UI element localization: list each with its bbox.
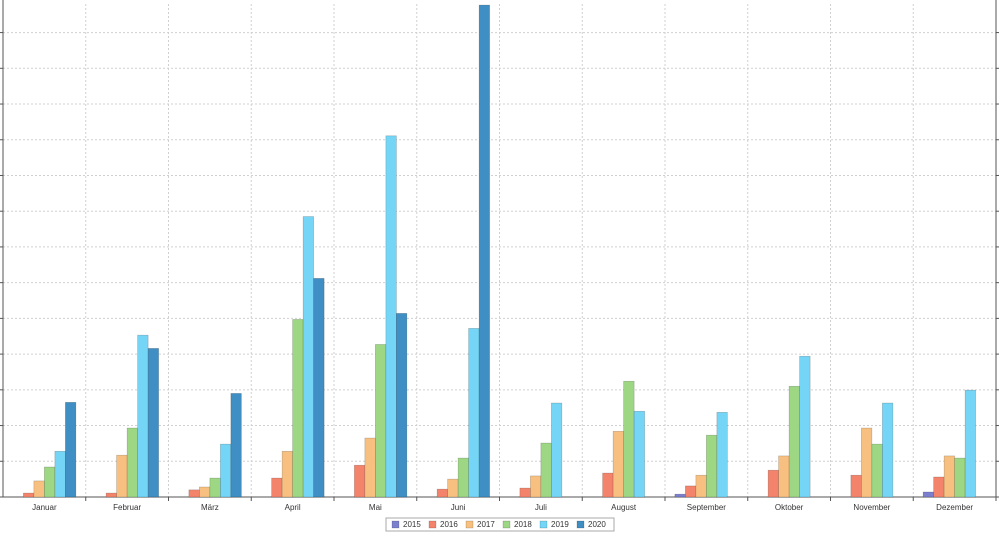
legend-swatch (502, 520, 511, 529)
bar (850, 474, 862, 498)
bar (778, 455, 790, 498)
bar (788, 385, 800, 498)
bar (65, 402, 77, 498)
bar (468, 328, 480, 498)
bar (540, 442, 552, 498)
bar (674, 493, 686, 498)
bar (199, 486, 211, 498)
bar (292, 319, 304, 498)
x-tick-label: Februar (113, 503, 141, 512)
legend-swatch (465, 520, 474, 529)
x-tick-label: April (285, 503, 301, 512)
bar (695, 474, 707, 498)
legend-swatch (539, 520, 548, 529)
x-tick-label: Juli (535, 503, 547, 512)
bar (313, 278, 325, 498)
bar (871, 443, 883, 498)
legend-label: 2019 (551, 520, 569, 529)
bar (271, 477, 283, 498)
bar (964, 389, 976, 498)
bar (457, 457, 469, 498)
x-tick-label: August (611, 503, 637, 512)
bar (302, 216, 314, 498)
legend-swatch (576, 520, 585, 529)
bar (612, 430, 624, 498)
bar (602, 472, 614, 498)
x-tick-label: September (687, 503, 726, 512)
bar (530, 475, 542, 498)
bar (706, 434, 718, 498)
bar (882, 402, 894, 498)
bar (375, 344, 387, 498)
bar (385, 135, 397, 498)
bar (716, 412, 728, 498)
bar (44, 466, 56, 498)
bar (447, 478, 459, 498)
legend-label: 2018 (514, 520, 532, 529)
bar (633, 410, 645, 498)
bar (105, 492, 117, 498)
x-tick-label: Dezember (936, 503, 973, 512)
bar (23, 492, 35, 498)
legend-label: 2016 (440, 520, 458, 529)
legend-swatch (428, 520, 437, 529)
x-tick-label: Mai (369, 503, 382, 512)
bar (922, 491, 934, 498)
bar (209, 477, 221, 498)
bar (230, 393, 242, 498)
x-tick-label: März (201, 503, 219, 512)
bar (220, 443, 232, 498)
bar (767, 469, 779, 498)
bar (281, 450, 293, 498)
bar (54, 450, 66, 498)
bar (188, 489, 200, 498)
bar (943, 455, 955, 498)
bar (478, 4, 490, 498)
bar (519, 487, 531, 498)
legend-label: 2020 (588, 520, 606, 529)
bar (861, 427, 873, 498)
bar (551, 402, 563, 498)
bar (116, 454, 128, 498)
bar (685, 485, 697, 498)
x-tick-label: Januar (32, 503, 57, 512)
bar (933, 476, 945, 498)
bar (799, 355, 811, 498)
bar (354, 464, 366, 498)
bar (954, 457, 966, 498)
bar (396, 313, 408, 498)
x-tick-label: November (853, 503, 890, 512)
bar (147, 348, 159, 498)
bar (33, 480, 45, 498)
bar (364, 437, 376, 498)
bar (126, 427, 138, 498)
legend-label: 2017 (477, 520, 495, 529)
x-tick-label: Oktober (775, 503, 804, 512)
bar (623, 380, 635, 498)
x-tick-label: Juni (451, 503, 466, 512)
legend-label: 2015 (403, 520, 421, 529)
bar (436, 488, 448, 498)
bar (137, 334, 149, 498)
legend-swatch (391, 520, 400, 529)
legend-box (385, 517, 615, 532)
